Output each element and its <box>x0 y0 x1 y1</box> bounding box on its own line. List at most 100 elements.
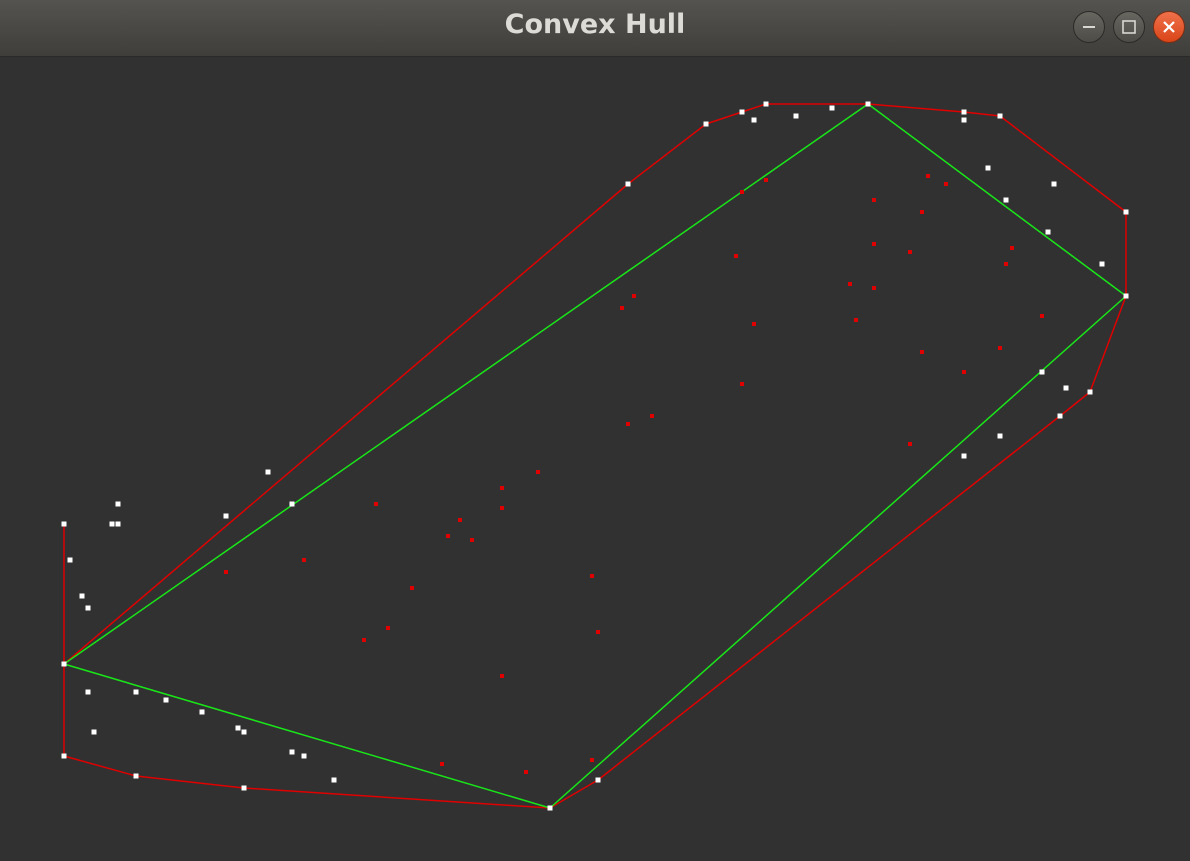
interior-point <box>302 558 306 562</box>
hull-point <box>739 109 745 115</box>
hull-point <box>1099 261 1105 267</box>
hull-point <box>79 593 85 599</box>
hull-point <box>301 753 307 759</box>
hull-point <box>241 785 247 791</box>
interior-point <box>500 674 504 678</box>
hull-point <box>67 557 73 563</box>
hull-point <box>163 697 169 703</box>
inner-hull-edge <box>549 295 1127 809</box>
minimize-button[interactable] <box>1073 11 1105 43</box>
hull-point <box>625 181 631 187</box>
hull-point <box>961 109 967 115</box>
inner-hull-edge <box>63 103 869 665</box>
hull-point <box>751 117 757 123</box>
outer-hull-edge <box>63 183 629 665</box>
outer-hull-edge <box>963 111 1001 117</box>
interior-point <box>650 414 654 418</box>
hull-point <box>793 113 799 119</box>
interior-point <box>854 318 858 322</box>
hull-point <box>331 777 337 783</box>
interior-point <box>944 182 948 186</box>
hull-point <box>289 749 295 755</box>
hull-point <box>91 729 97 735</box>
interior-point <box>632 294 636 298</box>
interior-point <box>734 254 738 258</box>
inner-hull-edge <box>867 103 1127 297</box>
close-button[interactable] <box>1153 11 1185 43</box>
hull-point <box>265 469 271 475</box>
interior-point <box>872 242 876 246</box>
hull-point <box>85 689 91 695</box>
hull-point <box>1087 389 1093 395</box>
interior-point <box>848 282 852 286</box>
interior-point <box>362 638 366 642</box>
interior-point <box>998 346 1002 350</box>
window-title: Convex Hull <box>504 9 686 40</box>
hull-point <box>961 117 967 123</box>
interior-point <box>386 626 390 630</box>
inner-hull-layer <box>63 103 1127 809</box>
hull-point <box>199 709 205 715</box>
hull-point <box>997 433 1003 439</box>
hull-point <box>961 453 967 459</box>
interior-points-layer <box>224 174 1044 774</box>
hull-point <box>703 121 709 127</box>
outer-hull-edge <box>705 111 743 125</box>
interior-point <box>590 574 594 578</box>
interior-point <box>1004 262 1008 266</box>
interior-point <box>440 762 444 766</box>
hull-point <box>85 605 91 611</box>
interior-point <box>524 770 528 774</box>
hull-point <box>1057 413 1063 419</box>
outer-hull-edge <box>999 115 1127 213</box>
close-icon <box>1163 21 1175 33</box>
title-bar[interactable]: Convex Hull <box>0 0 1190 57</box>
interior-point <box>920 350 924 354</box>
hull-point <box>241 729 247 735</box>
interior-point <box>740 190 744 194</box>
hull-point <box>133 689 139 695</box>
interior-point <box>764 178 768 182</box>
hull-point <box>997 113 1003 119</box>
interior-point <box>590 758 594 762</box>
interior-point <box>500 506 504 510</box>
hull-drawing <box>61 101 1129 811</box>
hull-point <box>61 753 67 759</box>
hull-point <box>547 805 553 811</box>
maximize-button[interactable] <box>1113 11 1145 43</box>
interior-point <box>374 502 378 506</box>
hull-point <box>985 165 991 171</box>
interior-point <box>920 210 924 214</box>
minimize-icon <box>1083 26 1095 28</box>
interior-point <box>872 198 876 202</box>
hull-point <box>1123 293 1129 299</box>
outer-hull-layer <box>63 103 1127 809</box>
hull-points-layer <box>61 101 1129 811</box>
hull-point <box>1051 181 1057 187</box>
interior-point <box>536 470 540 474</box>
inner-hull-edge <box>63 663 551 809</box>
interior-point <box>872 286 876 290</box>
interior-point <box>596 630 600 634</box>
maximize-icon <box>1122 20 1136 34</box>
interior-point <box>446 534 450 538</box>
interior-point <box>458 518 462 522</box>
hull-point <box>115 501 121 507</box>
interior-point <box>1010 246 1014 250</box>
hull-point <box>763 101 769 107</box>
hull-point <box>223 513 229 519</box>
hull-point <box>1003 197 1009 203</box>
hull-canvas[interactable] <box>0 57 1190 856</box>
interior-point <box>962 370 966 374</box>
outer-hull-edge <box>627 123 707 185</box>
interior-point <box>926 174 930 178</box>
outer-hull-edge <box>597 415 1061 781</box>
hull-point <box>595 777 601 783</box>
outer-hull-edge <box>1059 391 1091 417</box>
hull-point <box>1039 369 1045 375</box>
outer-hull-edge <box>243 787 551 809</box>
outer-hull-edge <box>867 103 965 113</box>
hull-point <box>115 521 121 527</box>
hull-point <box>1123 209 1129 215</box>
outer-hull-edge <box>1089 295 1127 393</box>
